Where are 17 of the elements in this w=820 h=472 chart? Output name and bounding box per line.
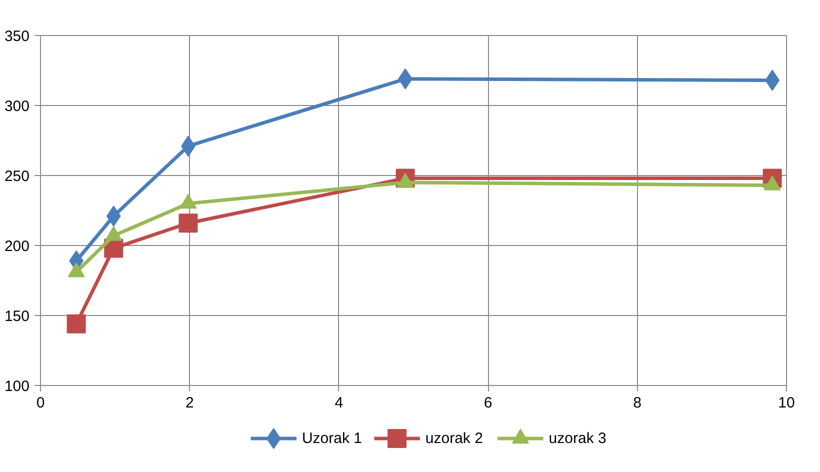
x-tick-label: 2	[186, 394, 194, 412]
legend-label: Uzorak 1	[302, 430, 362, 447]
legend-label: uzorak 2	[425, 430, 483, 447]
y-tick-label: 150	[4, 308, 30, 325]
x-tick-label: 6	[484, 394, 492, 412]
y-tick-label: 100	[4, 378, 30, 395]
y-tick-label: 200	[4, 238, 30, 255]
legend-label: uzorak 3	[548, 430, 606, 447]
y-tick-label: 250	[4, 168, 30, 185]
point	[178, 214, 198, 233]
y-tick-label: 350	[4, 28, 30, 45]
point	[66, 314, 86, 334]
x-tick-label: 0	[36, 394, 45, 412]
y-tick-label: 300	[4, 98, 30, 115]
x-tick-label: 8	[633, 394, 642, 412]
x-tick-label: 10	[778, 394, 795, 412]
x-tick-label: 4	[334, 394, 344, 412]
